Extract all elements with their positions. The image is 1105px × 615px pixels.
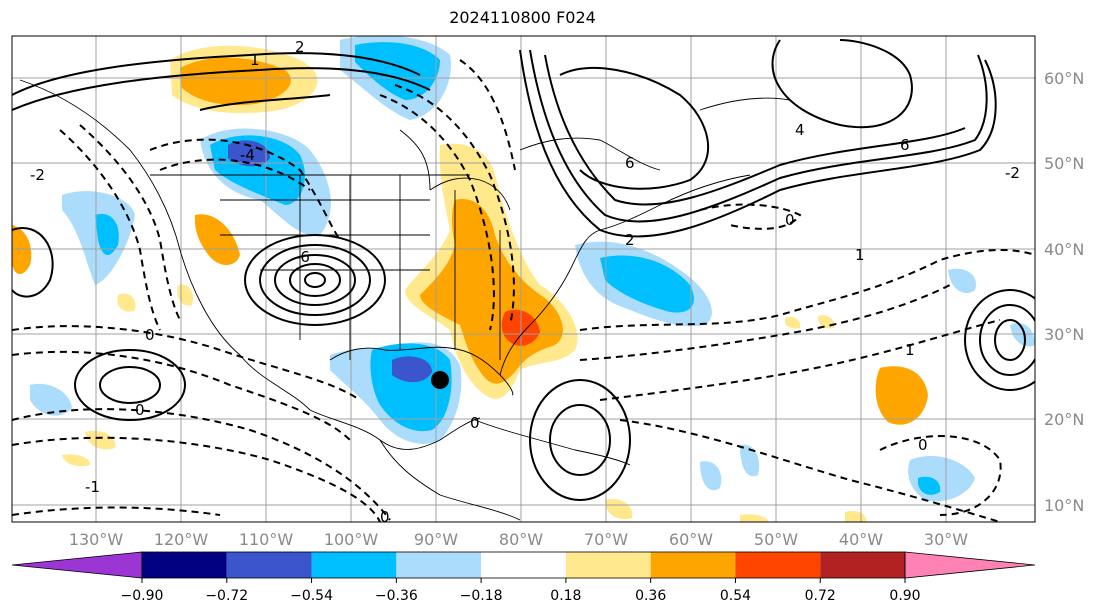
low-pressure-contour (289, 263, 341, 297)
negative-anomaly-patch (95, 213, 119, 256)
low-pressure-contour (244, 234, 386, 326)
latitude-label: 60°N (1044, 69, 1084, 88)
negative-anomaly-patch (30, 383, 72, 416)
low-pressure-contour (304, 272, 326, 288)
high-pressure-contour (979, 304, 1035, 376)
latitude-label: 50°N (1044, 154, 1084, 173)
contour-label: -2 (30, 166, 45, 184)
negative-anomaly-patch (740, 444, 760, 477)
colorbar-tick-label: −0.18 (460, 588, 503, 604)
high-pressure-contour (99, 366, 161, 404)
longitude-label: 60°W (669, 530, 713, 549)
positive-anomaly-patch (845, 510, 867, 522)
colorbar-tick-label: 0.54 (720, 588, 751, 604)
contour-label: 2 (295, 38, 305, 56)
contour-label: 1 (250, 51, 260, 69)
colorbar-tick-label: 0.72 (805, 588, 836, 604)
negative-anomaly-patch (1010, 322, 1035, 347)
longitude-label: 70°W (584, 530, 628, 549)
contour-label: 0 (145, 326, 155, 344)
positive-anomaly-patch (740, 514, 769, 522)
contour-label: -2 (1005, 164, 1020, 182)
latitude-label: 20°N (1044, 410, 1084, 429)
negative-anomaly-patch (392, 356, 432, 383)
latitude-label: 30°N (1044, 325, 1084, 344)
colorbar-tick-label: −0.90 (121, 588, 164, 604)
longitude-label: 130°W (69, 530, 124, 549)
contour-label-group: 2 1 6 4 6 0 2 1 1 -1 0 0 0 0 -2 -6 -4 -2… (30, 38, 1020, 526)
longitude-labels: 130°W 120°W 110°W 100°W 90°W 80°W 70°W 6… (69, 530, 968, 549)
longitude-label: 30°W (924, 530, 968, 549)
latitude-label: 40°N (1044, 240, 1084, 259)
colorbar-tick-label: −0.72 (205, 588, 248, 604)
positive-anomaly-patch (85, 430, 116, 450)
colorbar-tick-label: −0.36 (375, 588, 418, 604)
colorbar-tick-label: −0.54 (290, 588, 333, 604)
negative-anomaly-patch (948, 268, 976, 294)
contour-label: 6 (625, 154, 635, 172)
storm-center-marker (431, 371, 449, 389)
negative-anomaly-patch (370, 343, 452, 432)
map-canvas: 2 1 6 4 6 0 2 1 1 -1 0 0 0 0 -2 -6 -4 -2… (11, 35, 1084, 549)
contour-label: 0 (380, 508, 390, 526)
low-pressure-contour (274, 254, 356, 306)
high-pressure-contour (994, 319, 1026, 361)
positive-anomaly-patch (605, 499, 633, 520)
longitude-label: 80°W (499, 530, 543, 549)
contour-label: 1 (855, 246, 865, 264)
positive-anomaly-patch (62, 454, 91, 467)
negative-anomaly-patch (700, 461, 722, 491)
longitude-label: 120°W (154, 530, 209, 549)
high-pressure-contour (549, 404, 611, 476)
colorbar-tick-label: 0.18 (550, 588, 581, 604)
positive-anomaly-patch (117, 293, 136, 312)
contour-label: 1 (905, 341, 915, 359)
longitude-label: 50°W (754, 530, 798, 549)
dashed-contour-lines (12, 59, 1035, 522)
positive-anomaly-patch (875, 366, 928, 425)
graticule (12, 36, 1035, 522)
negative-anomaly-patch (600, 255, 694, 313)
colorbar-tick-label: 0.36 (635, 588, 666, 604)
contour-label: -4 (240, 146, 255, 164)
latitude-labels: 60°N 50°N 40°N 30°N 20°N 10°N (1044, 69, 1084, 515)
contour-label: -6 (295, 248, 310, 266)
negative-anomaly-patch (228, 140, 270, 167)
contour-label: 4 (795, 121, 805, 139)
contour-label: 6 (900, 136, 910, 154)
negative-anomaly-patch (918, 476, 941, 495)
map-title: 2024110800 F024 (449, 8, 596, 27)
positive-anomaly-patch (784, 316, 801, 329)
latitude-label: 10°N (1044, 496, 1084, 515)
longitude-label: 90°W (414, 530, 458, 549)
contour-label: 0 (785, 211, 795, 229)
longitude-label: 100°W (324, 530, 379, 549)
positive-anomaly-patch (12, 225, 32, 275)
contour-label: 0 (918, 436, 928, 454)
colorbar-ticks: −0.90 −0.72 −0.54 −0.36 −0.18 0.18 0.36 0.54 0.7… (121, 578, 921, 604)
high-pressure-contour (964, 289, 1035, 391)
low-pressure-contour (259, 244, 371, 316)
contour-label: 0 (470, 414, 480, 432)
high-pressure-contour (74, 349, 186, 421)
longitude-label: 110°W (239, 530, 294, 549)
contour-label: -1 (85, 478, 100, 496)
contour-label: 0 (135, 401, 145, 419)
positive-anomaly-patch (177, 284, 194, 306)
contour-label: 2 (625, 231, 635, 249)
positive-anomaly-patch (194, 214, 240, 266)
map-frame (11, 35, 1036, 523)
longitude-label: 40°W (839, 530, 883, 549)
colorbar-tick-label: 0.90 (889, 588, 920, 604)
high-pressure-contour (529, 379, 631, 501)
contour-lines (12, 39, 1035, 501)
